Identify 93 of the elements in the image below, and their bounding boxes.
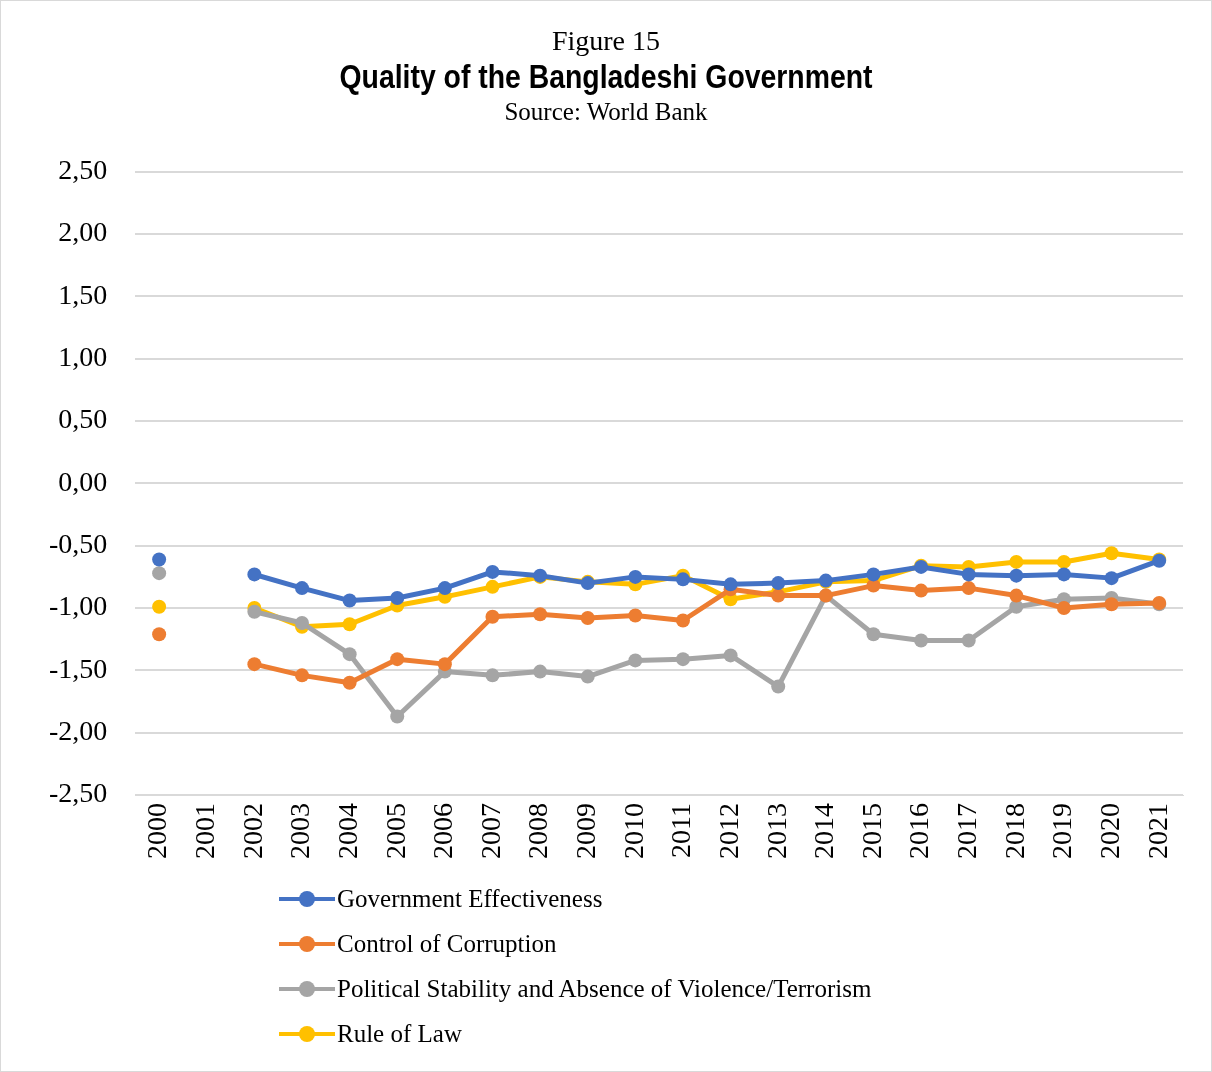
y-tick-label: -2,00 <box>49 715 108 747</box>
point <box>390 652 405 667</box>
y-tick-label: -1,00 <box>49 590 108 622</box>
point <box>437 581 452 596</box>
x-tick-label: 2003 <box>284 803 316 859</box>
x-tick-label: 2013 <box>760 803 792 859</box>
point <box>485 579 500 594</box>
x-tick-label: 2007 <box>474 803 506 859</box>
point <box>961 633 976 648</box>
point <box>342 593 357 608</box>
point <box>1009 568 1024 583</box>
chart-title: Quality of the Bangladeshi Government <box>338 57 874 97</box>
point <box>580 611 595 626</box>
point <box>628 569 643 584</box>
point <box>152 552 167 567</box>
point <box>1104 571 1119 586</box>
legend-label: Political Stability and Absence of Violence/Terrorism <box>337 974 872 1003</box>
point <box>390 591 405 606</box>
x-tick-label: 2015 <box>855 803 887 859</box>
x-tick-label: 2021 <box>1141 803 1173 859</box>
x-tick-label: 2004 <box>331 803 363 859</box>
point <box>342 675 357 690</box>
point <box>1009 554 1024 569</box>
point <box>295 581 309 596</box>
y-tick-label: -0,50 <box>49 528 108 560</box>
point <box>1056 554 1071 569</box>
point <box>342 647 357 662</box>
y-tick-label: -1,50 <box>49 652 108 684</box>
x-tick-label: 2019 <box>1046 803 1078 859</box>
point <box>485 564 500 579</box>
point <box>771 588 786 603</box>
point <box>295 668 309 683</box>
x-tick-label: 2001 <box>189 803 221 859</box>
point <box>675 572 690 587</box>
y-tick-label: 0,00 <box>58 465 108 497</box>
point <box>914 583 929 598</box>
legend-label: Government Effectiveness <box>337 884 603 913</box>
point <box>390 709 405 724</box>
point <box>914 633 929 648</box>
point <box>1104 597 1119 612</box>
point <box>485 668 500 683</box>
y-tick-label: 0,50 <box>58 403 108 435</box>
point <box>485 609 500 624</box>
point <box>1009 588 1024 603</box>
point <box>771 679 786 694</box>
point <box>437 657 452 672</box>
point <box>152 599 167 614</box>
source-note: Source: World Bank <box>503 97 709 127</box>
point <box>675 652 690 667</box>
point <box>152 566 167 581</box>
x-tick-label: 2006 <box>427 803 459 859</box>
point <box>247 567 262 582</box>
legend-label: Control of Corruption <box>337 929 557 958</box>
point <box>675 613 690 628</box>
x-tick-label: 2010 <box>617 803 649 859</box>
y-tick-label: 2,50 <box>58 154 108 186</box>
point <box>1056 567 1071 582</box>
x-tick-label: 2000 <box>141 803 173 859</box>
x-tick-label: 2018 <box>998 803 1030 859</box>
x-tick-label: 2012 <box>712 803 744 859</box>
point <box>295 616 309 630</box>
point <box>961 581 976 596</box>
x-tick-label: 2014 <box>808 803 840 859</box>
x-tick-label: 2017 <box>951 803 983 859</box>
point <box>771 576 786 591</box>
point <box>723 577 738 592</box>
point <box>866 567 881 582</box>
x-tick-label: 2020 <box>1093 803 1125 859</box>
point <box>342 617 357 632</box>
point <box>866 627 881 642</box>
y-tick-label: 2,00 <box>58 216 108 248</box>
x-tick-label: 2016 <box>903 803 935 859</box>
point <box>1104 546 1119 561</box>
point <box>580 669 595 684</box>
y-tick-label: -2,50 <box>49 777 108 809</box>
x-tick-label: 2011 <box>665 803 697 858</box>
x-tick-label: 2008 <box>522 803 554 859</box>
point <box>723 648 738 663</box>
point <box>247 657 262 672</box>
point <box>961 567 976 582</box>
y-tick-label: 1,00 <box>58 341 108 373</box>
point <box>152 627 167 642</box>
x-tick-label: 2005 <box>379 803 411 859</box>
chart-subtitle: Figure 15 <box>550 25 662 57</box>
x-tick-label: 2002 <box>236 803 268 859</box>
point <box>628 653 643 668</box>
legend-label: Rule of Law <box>337 1019 462 1048</box>
y-tick-label: 1,50 <box>58 278 108 310</box>
point <box>533 607 548 622</box>
point <box>628 608 643 623</box>
x-tick-label: 2009 <box>570 803 602 859</box>
point <box>1056 601 1071 616</box>
point <box>533 664 548 679</box>
